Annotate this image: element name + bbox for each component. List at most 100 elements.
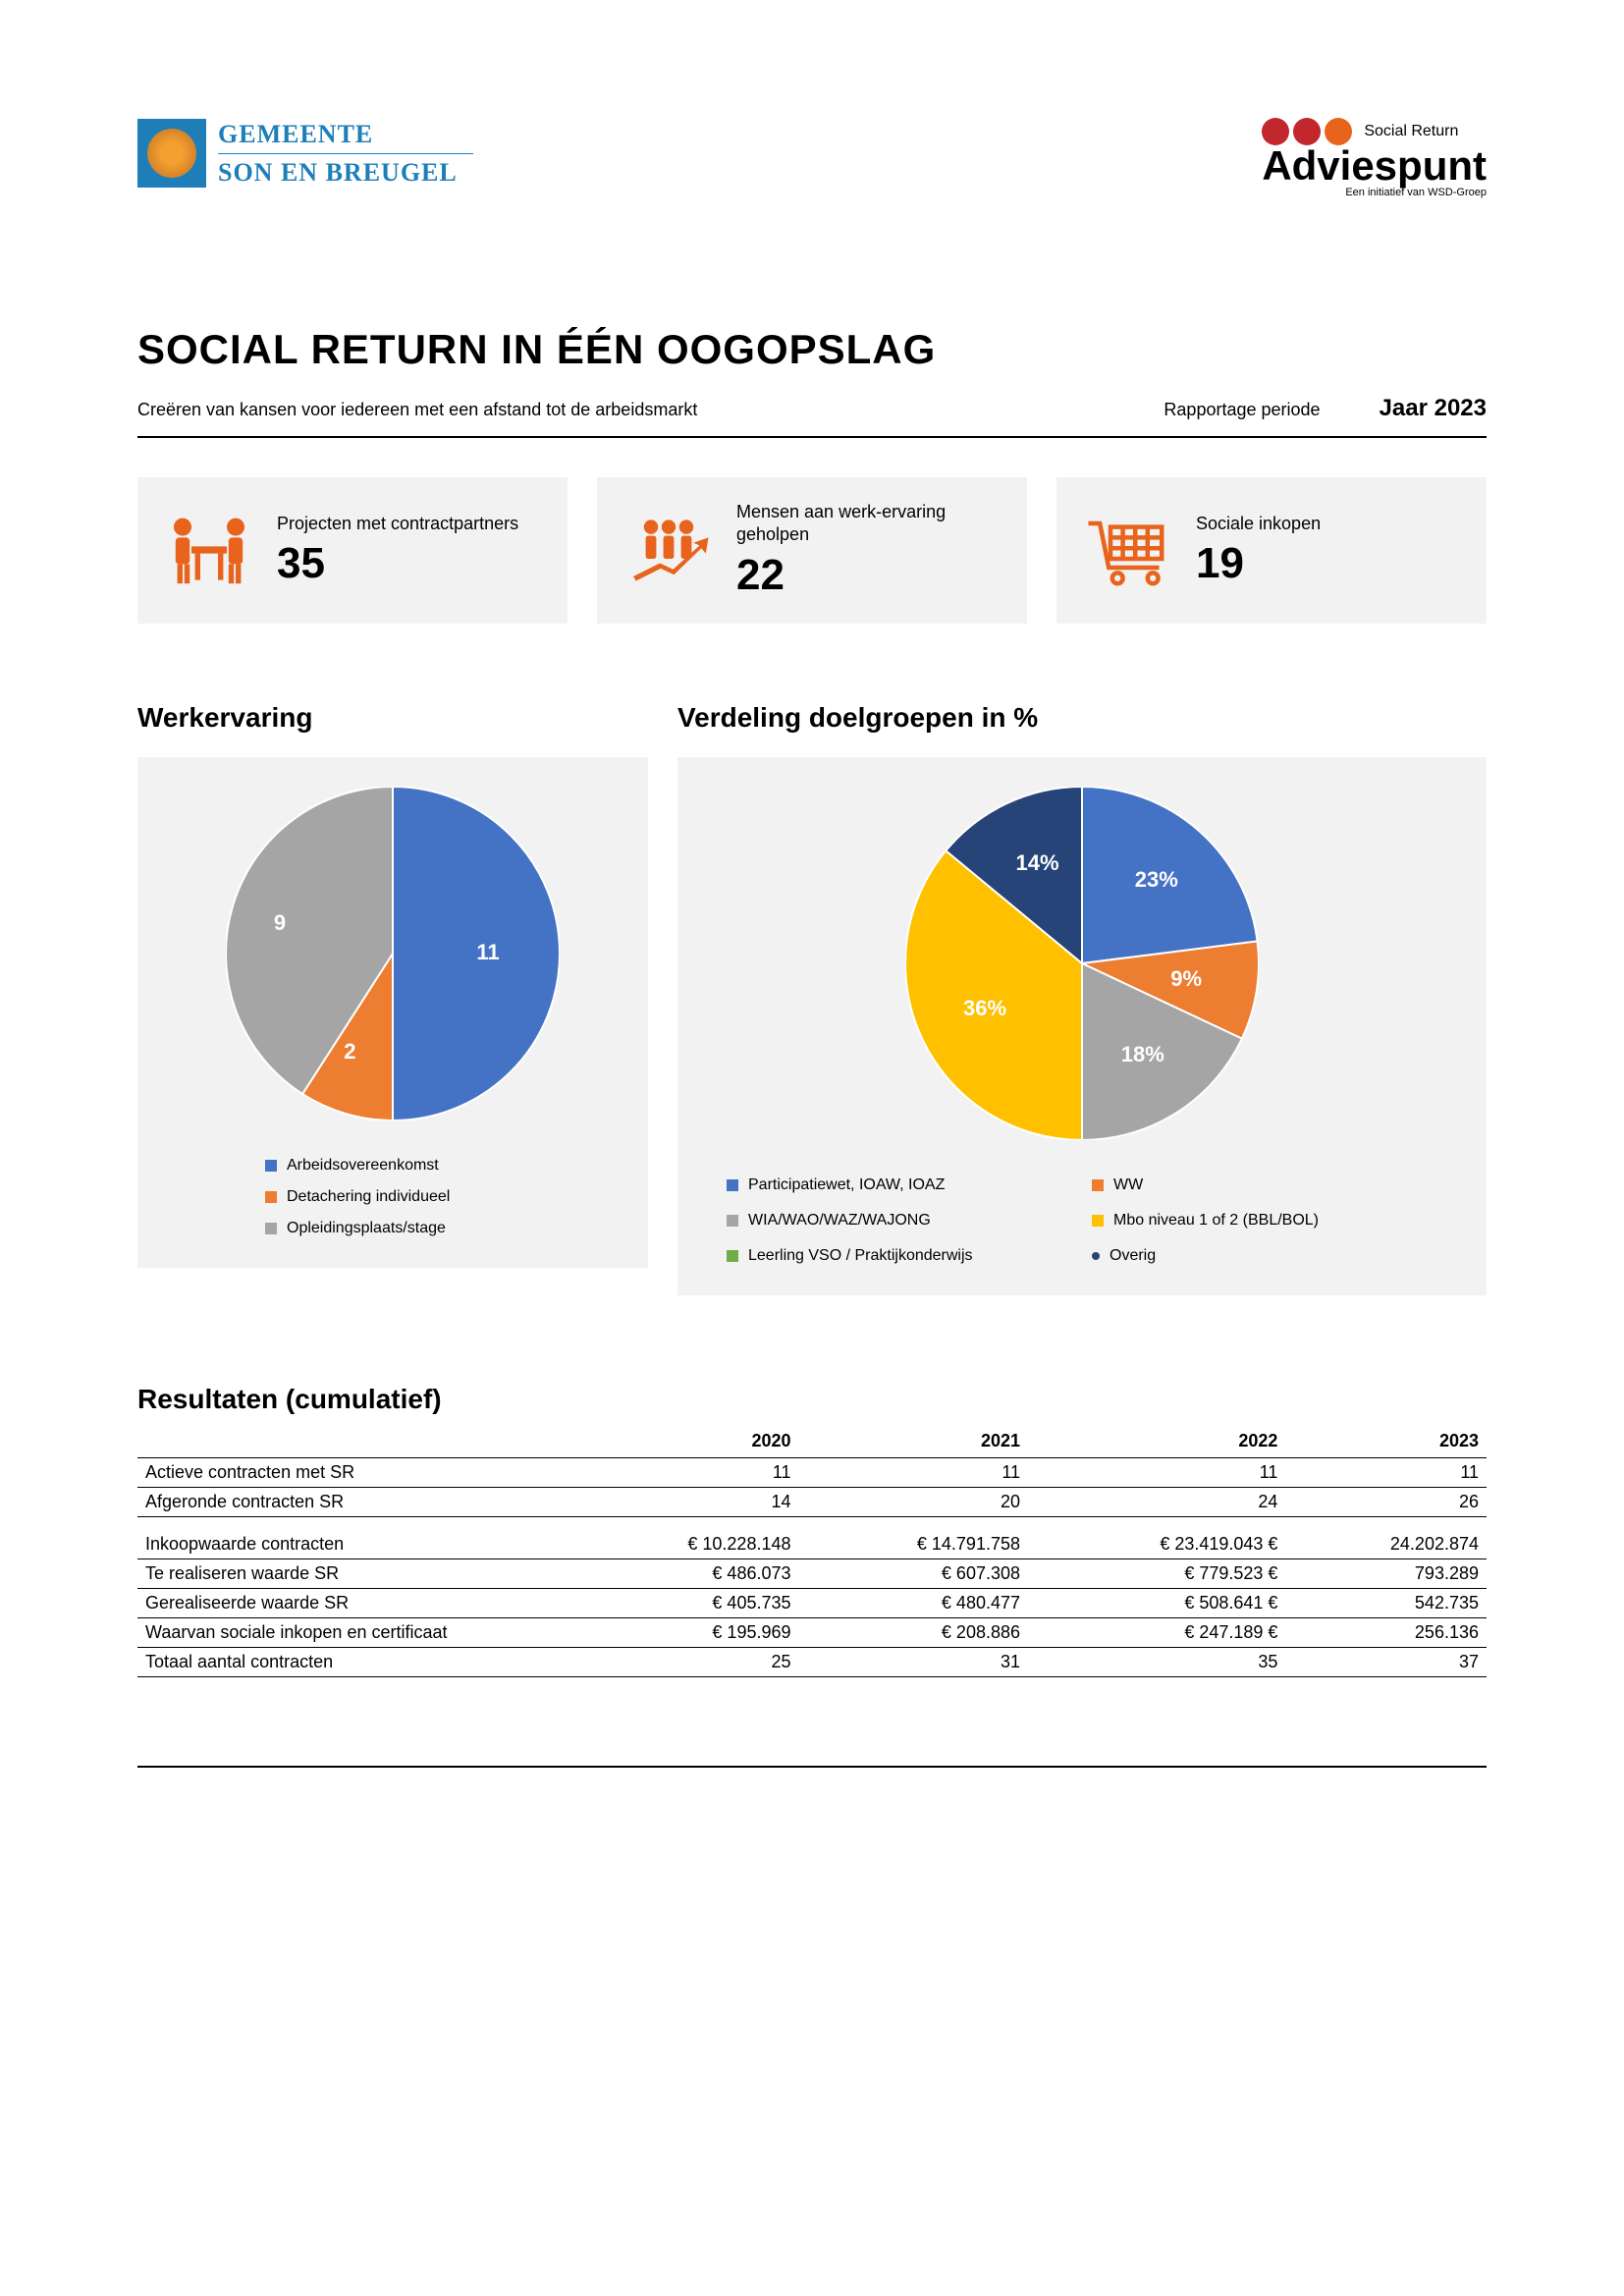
results-table: 2020202120222023Actieve contracten met S… xyxy=(137,1425,1487,1678)
table-cell: € 480.477 xyxy=(799,1589,1029,1618)
table-cell: 11 xyxy=(1028,1457,1285,1487)
kpi-value-1: 22 xyxy=(736,551,1000,600)
legend-swatch xyxy=(727,1215,738,1227)
pie-slice-label: 9 xyxy=(274,910,286,936)
chart2-legend: Participatiewet, IOAW, IOAZ WW WIA/WAO/WAZ… xyxy=(697,1170,1467,1272)
row-label: Inkoopwaarde contracten xyxy=(137,1530,569,1559)
row-label: Waarvan sociale inkopen en certificaat xyxy=(137,1618,569,1648)
cart-icon xyxy=(1084,511,1172,589)
kpi-label-0: Projecten met contractpartners xyxy=(277,513,518,535)
table-cell: € 23.419.043 € xyxy=(1028,1530,1285,1559)
table-cell: € 14.791.758 xyxy=(799,1530,1029,1559)
row-label: Te realiseren waarde SR xyxy=(137,1559,569,1589)
legend-item: Mbo niveau 1 of 2 (BBL/BOL) xyxy=(1092,1205,1437,1236)
legend-swatch xyxy=(1092,1252,1100,1260)
table-cell: 31 xyxy=(799,1648,1029,1677)
pie-slice-label: 14% xyxy=(1015,850,1058,876)
chart2-box: 23%9%18%36%14% Participatiewet, IOAW, IO… xyxy=(677,757,1487,1295)
kpi-value-2: 19 xyxy=(1196,539,1321,588)
logo-adviespunt: Social Return Adviespunt Een initiatief … xyxy=(1262,118,1487,198)
footer-rule xyxy=(137,1766,1487,1768)
header-row: GEMEENTE SON EN BREUGEL Social Return Ad… xyxy=(137,118,1487,198)
page-title: SOCIAL RETURN IN ÉÉN OOGOPSLAG xyxy=(137,326,1487,373)
table-cell: 20 xyxy=(799,1487,1029,1516)
chart1-box: 1129 ArbeidsovereenkomstDetachering indi… xyxy=(137,757,648,1268)
pie-slice-label: 36% xyxy=(963,996,1006,1021)
table-cell: 256.136 xyxy=(1285,1618,1487,1648)
table-cell: 35 xyxy=(1028,1648,1285,1677)
pie-slice-label: 23% xyxy=(1135,867,1178,893)
kpi-card-projects: Projecten met contractpartners 35 xyxy=(137,477,568,624)
legend-item: Overig xyxy=(1092,1240,1437,1272)
legend-swatch xyxy=(1092,1179,1104,1191)
table-header-row: 2020202120222023 xyxy=(137,1425,1487,1458)
row-label: Afgeronde contracten SR xyxy=(137,1487,569,1516)
row-label: Totaal aantal contracten xyxy=(137,1648,569,1677)
table-cell: € 247.189 € xyxy=(1028,1618,1285,1648)
pie-doelgroepen: 23%9%18%36%14% xyxy=(905,787,1259,1140)
kpi-label-2: Sociale inkopen xyxy=(1196,513,1321,535)
kpi-label-1: Mensen aan werk-ervaring geholpen xyxy=(736,501,1000,547)
legend-swatch xyxy=(727,1250,738,1262)
legend-item: Arbeidsovereenkomst xyxy=(265,1150,628,1181)
legend-item: WIA/WAO/WAZ/WAJONG xyxy=(727,1205,1072,1236)
logo-gemeente: GEMEENTE SON EN BREUGEL xyxy=(137,118,473,190)
results-title: Resultaten (cumulatief) xyxy=(137,1384,1487,1415)
table-cell: 11 xyxy=(569,1457,799,1487)
table-row: Waarvan sociale inkopen en certificaat € … xyxy=(137,1618,1487,1648)
legend-label: WW xyxy=(1113,1170,1143,1201)
subtitle-text: Creëren van kansen voor iedereen met een… xyxy=(137,400,697,420)
social-return-text: Social Return xyxy=(1364,123,1458,140)
chart1-legend: ArbeidsovereenkomstDetachering individue… xyxy=(157,1150,628,1244)
table-cell: € 508.641 € xyxy=(1028,1589,1285,1618)
kpi-row: Projecten met contractpartners 35 Mensen… xyxy=(137,477,1487,624)
legend-swatch xyxy=(265,1191,277,1203)
table-cell: 37 xyxy=(1285,1648,1487,1677)
table-cell: € 10.228.148 xyxy=(569,1530,799,1559)
table-cell: € 607.308 xyxy=(799,1559,1029,1589)
chart1-title: Werkervaring xyxy=(137,702,648,734)
table-row: Afgeronde contracten SR14202426 xyxy=(137,1487,1487,1516)
table-cell: 24 xyxy=(1028,1487,1285,1516)
legend-label: WIA/WAO/WAZ/WAJONG xyxy=(748,1205,931,1236)
table-cell: 11 xyxy=(799,1457,1029,1487)
table-cell: 11 xyxy=(1285,1457,1487,1487)
year-header: 2022 xyxy=(1028,1425,1285,1458)
year-header: 2021 xyxy=(799,1425,1029,1458)
table-cell: 793.289 xyxy=(1285,1559,1487,1589)
adviespunt-name: Adviespunt xyxy=(1262,145,1487,187)
table-cell: € 405.735 xyxy=(569,1589,799,1618)
table-cell: 25 xyxy=(569,1648,799,1677)
table-row: Gerealiseerde waarde SR€ 405.735€ 480.47… xyxy=(137,1589,1487,1618)
results-block: Resultaten (cumulatief) 2020202120222023… xyxy=(137,1384,1487,1678)
table-cell: 542.735 xyxy=(1285,1589,1487,1618)
dot-1 xyxy=(1262,118,1289,145)
legend-swatch xyxy=(265,1160,277,1172)
crest-icon xyxy=(137,119,206,188)
table-row: Inkoopwaarde contracten€ 10.228.148€ 14.… xyxy=(137,1530,1487,1559)
legend-swatch xyxy=(1092,1215,1104,1227)
chart-doelgroepen: Verdeling doelgroepen in % 23%9%18%36%14… xyxy=(677,702,1487,1295)
legend-label: Detachering individueel xyxy=(287,1181,450,1213)
subtitle-row: Creëren van kansen voor iedereen met een… xyxy=(137,395,1487,438)
meeting-icon xyxy=(165,511,253,589)
pie-werkervaring: 1129 xyxy=(226,787,560,1121)
table-row: Te realiseren waarde SR€ 486.073€ 607.30… xyxy=(137,1559,1487,1589)
table-cell: 14 xyxy=(569,1487,799,1516)
table-row: Actieve contracten met SR11111111 xyxy=(137,1457,1487,1487)
legend-swatch xyxy=(727,1179,738,1191)
legend-item: Participatiewet, IOAW, IOAZ xyxy=(727,1170,1072,1201)
gemeente-text: GEMEENTE SON EN BREUGEL xyxy=(218,118,473,190)
legend-item: Opleidingsplaats/stage xyxy=(265,1213,628,1244)
year-header: 2023 xyxy=(1285,1425,1487,1458)
legend-label: Participatiewet, IOAW, IOAZ xyxy=(748,1170,945,1201)
legend-label: Arbeidsovereenkomst xyxy=(287,1150,439,1181)
legend-label: Mbo niveau 1 of 2 (BBL/BOL) xyxy=(1113,1205,1319,1236)
chart-werkervaring: Werkervaring 1129 ArbeidsovereenkomstDet… xyxy=(137,702,648,1295)
gemeente-line2: SON EN BREUGEL xyxy=(218,156,473,190)
title-block: SOCIAL RETURN IN ÉÉN OOGOPSLAG Creëren v… xyxy=(137,326,1487,438)
pie-slice-label: 9% xyxy=(1170,966,1202,992)
period-year: Jaar 2023 xyxy=(1380,395,1487,422)
table-cell: 24.202.874 xyxy=(1285,1530,1487,1559)
row-label: Actieve contracten met SR xyxy=(137,1457,569,1487)
